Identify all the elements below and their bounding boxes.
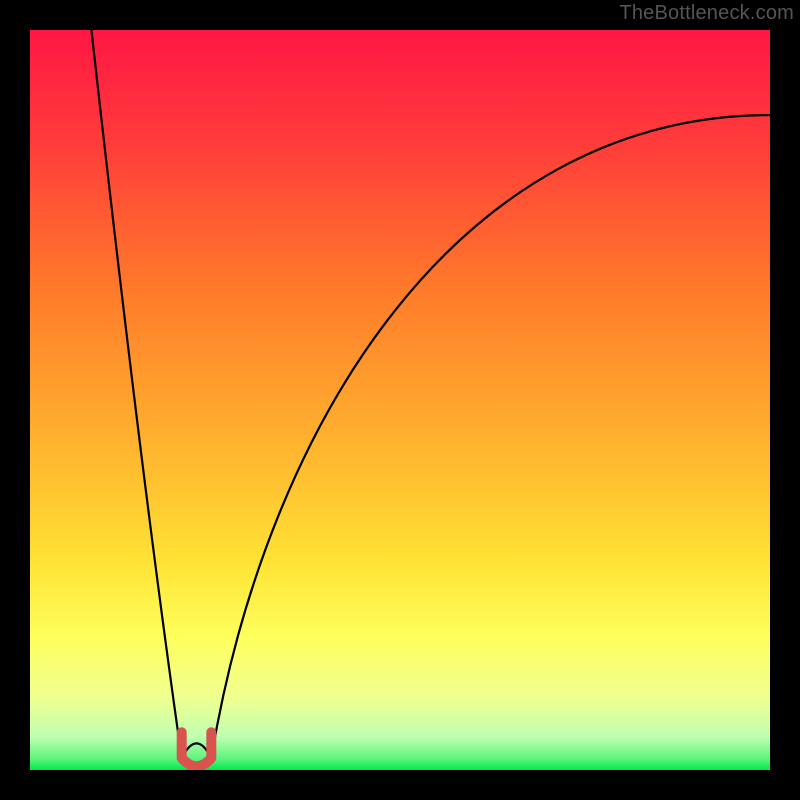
plot-svg	[30, 30, 770, 770]
watermark-text: TheBottleneck.com	[619, 2, 794, 25]
plot-area	[30, 30, 770, 770]
gradient-background	[30, 30, 770, 770]
figure-root: TheBottleneck.com	[0, 0, 800, 800]
